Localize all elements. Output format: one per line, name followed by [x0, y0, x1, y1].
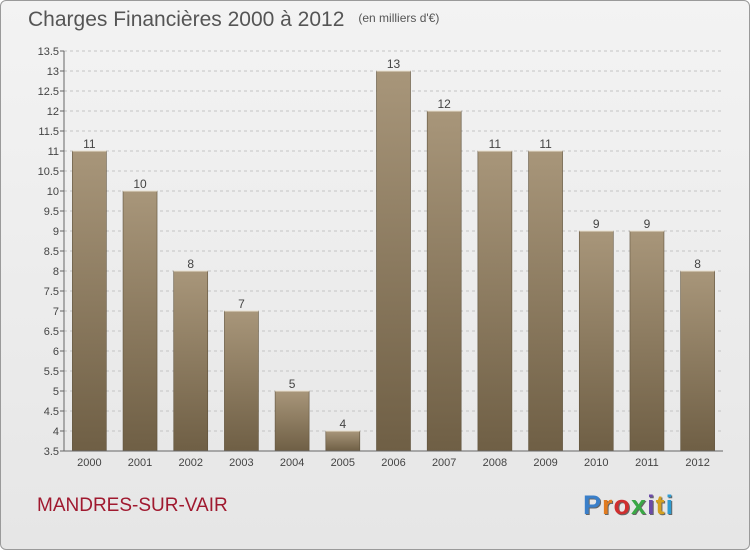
x-tick-label: 2002	[178, 457, 202, 469]
x-tick-label: 2010	[584, 457, 608, 469]
x-tick-label: 2001	[128, 457, 152, 469]
chart-title: Charges Financières 2000 à 2012 (en milli…	[28, 8, 439, 32]
y-tick-label: 13.5	[38, 46, 59, 58]
proxiti-logo[interactable]: Proxiti	[583, 490, 674, 521]
y-tick-label: 11.5	[38, 126, 59, 138]
data-label: 11	[83, 137, 96, 151]
y-tick-label: 12	[47, 106, 59, 118]
y-tick-label: 3.5	[44, 446, 59, 458]
data-label: 11	[489, 137, 502, 151]
bar	[72, 150, 107, 452]
bar	[578, 230, 614, 452]
bar	[680, 270, 715, 452]
y-tick-label: 7	[53, 306, 59, 318]
x-tick-label: 2009	[533, 457, 557, 469]
logo-letter: i	[665, 490, 675, 520]
y-tick-label: 12.5	[38, 86, 59, 98]
x-tick-label: 2008	[483, 457, 507, 469]
axes: 3.5 4 4.5 5 5.5 6 6.5 7 7.5 8 8.5 9 9.5 10 10.5 11 11.5 1…	[38, 46, 723, 469]
bar	[274, 390, 310, 452]
x-tick-label: 2011	[635, 457, 659, 469]
bar	[325, 430, 361, 452]
y-tick-label: 6.5	[44, 326, 59, 338]
y-tick-label: 7.5	[44, 286, 59, 298]
x-tick-label: 2003	[229, 457, 253, 469]
data-label: 8	[694, 257, 701, 271]
y-tick-label: 4.5	[44, 406, 59, 418]
x-tick-label: 2004	[280, 457, 304, 469]
x-tick-label: 2012	[685, 457, 709, 469]
logo-letter: t	[655, 490, 666, 520]
bar	[477, 150, 513, 452]
y-tick-label: 4	[53, 426, 59, 438]
y-tick-label: 8.5	[44, 246, 59, 258]
bar	[629, 230, 665, 452]
y-tick-label: 10	[47, 186, 59, 198]
logo-letter: x	[631, 490, 648, 520]
logo-letter: r	[602, 490, 614, 520]
bar	[122, 190, 158, 452]
y-tick-label: 9.5	[44, 206, 59, 218]
title-text: Charges Financières 2000 à 2012	[28, 8, 345, 31]
data-label: 7	[238, 297, 245, 311]
data-label: 9	[593, 217, 600, 231]
data-label: 8	[187, 257, 194, 271]
y-tick-label: 8	[53, 266, 59, 278]
x-tick-label: 2005	[331, 457, 355, 469]
x-tick-label: 2000	[77, 457, 101, 469]
logo-letter: i	[647, 490, 656, 520]
data-label: 4	[339, 417, 346, 431]
x-tick-label: 2006	[381, 457, 405, 469]
data-label: 11	[539, 137, 552, 151]
data-label: 9	[644, 217, 651, 231]
bar	[528, 150, 563, 452]
bars: 11 10 8 7 5 4 13 12 11 11 9 9 8	[72, 57, 715, 452]
logo-letter: P	[583, 490, 603, 520]
commune-name: MANDRES-SUR-VAIR	[37, 495, 228, 516]
x-tick-label: 2007	[432, 457, 456, 469]
data-label: 10	[133, 177, 147, 191]
bar	[224, 310, 259, 452]
y-tick-label: 13	[47, 66, 59, 78]
y-tick-label: 11	[48, 146, 59, 158]
y-tick-label: 5.5	[44, 366, 59, 378]
data-label: 13	[387, 57, 401, 71]
bar	[426, 110, 462, 452]
y-tick-label: 5	[53, 386, 59, 398]
data-label: 5	[289, 377, 296, 391]
data-label: 12	[438, 97, 452, 111]
y-tick-label: 6	[53, 346, 59, 358]
title-unit: (en milliers d'€)	[358, 11, 440, 25]
bar	[376, 70, 411, 452]
logo-letter: o	[613, 490, 632, 520]
y-tick-label: 9	[53, 226, 59, 238]
bar	[173, 270, 209, 452]
y-tick-label: 10.5	[38, 166, 59, 178]
